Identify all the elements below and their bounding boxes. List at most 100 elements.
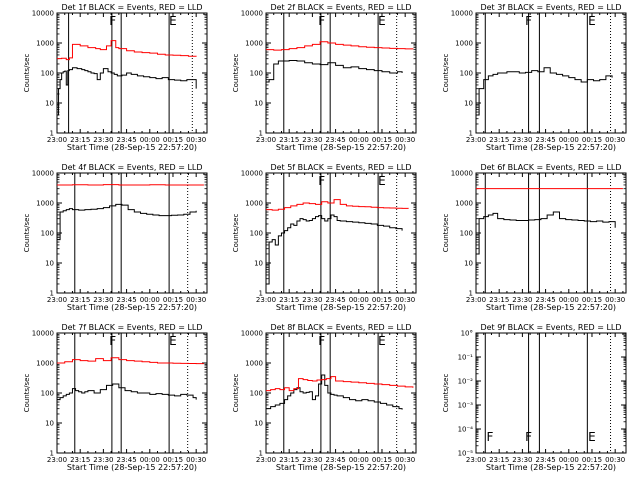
plot-title: Det 9f BLACK = Events, RED = LLD xyxy=(480,323,621,332)
x-tick-label: 00:30 xyxy=(395,136,415,144)
x-tick-label: 23:15 xyxy=(279,136,299,144)
x-tick-label: 00:00 xyxy=(559,136,579,144)
x-tick-label: 23:30 xyxy=(93,296,113,304)
x-tick-label: 23:15 xyxy=(489,296,509,304)
x-tick-label: 00:15 xyxy=(582,136,602,144)
y-tick-label: 100 xyxy=(41,390,54,398)
y-tick-label: 100 xyxy=(41,70,54,78)
y-tick-label: 10000 xyxy=(241,330,263,338)
x-tick-label: 23:45 xyxy=(325,136,345,144)
y-tick-label: 1 xyxy=(50,290,54,298)
plot-frame xyxy=(56,12,208,134)
x-tick-label: 23:15 xyxy=(70,456,90,464)
y-tick-label: 100 xyxy=(250,390,263,398)
events-series-line xyxy=(266,60,403,83)
y-tick-label: 10⁻⁵ xyxy=(458,450,474,458)
y-tick-label: 100 xyxy=(41,230,54,238)
x-tick-label: 23:45 xyxy=(535,456,555,464)
flag-marker: F xyxy=(109,334,116,348)
x-tick-label: 23:00 xyxy=(466,456,486,464)
plot-frame xyxy=(475,172,627,294)
y-tick-label: 10⁻³ xyxy=(458,402,474,410)
x-tick-label: 23:00 xyxy=(47,296,67,304)
flag-marker: E xyxy=(378,334,386,348)
y-tick-label: 1 xyxy=(259,450,263,458)
x-tick-label: 00:15 xyxy=(163,136,183,144)
x-tick-label: 00:00 xyxy=(559,456,579,464)
x-tick-label: 00:00 xyxy=(140,296,160,304)
flag-marker: E xyxy=(588,14,596,28)
x-tick-label: 00:30 xyxy=(605,456,625,464)
x-tick-label: 23:45 xyxy=(116,296,136,304)
x-tick-label: 00:30 xyxy=(395,296,415,304)
plot-title: Det 7f BLACK = Events, RED = LLD xyxy=(61,323,202,332)
plot-frame xyxy=(475,332,627,454)
y-tick-label: 100 xyxy=(250,70,263,78)
x-tick-label: 00:00 xyxy=(140,136,160,144)
x-tick-label: 00:15 xyxy=(582,296,602,304)
flag-marker: E xyxy=(378,14,386,28)
x-tick-label: 23:30 xyxy=(512,456,532,464)
flag-marker: F xyxy=(486,430,493,444)
x-tick-label: 23:00 xyxy=(256,456,276,464)
x-tick-label: 23:30 xyxy=(302,456,322,464)
y-tick-label: 10 xyxy=(45,100,54,108)
x-tick-label: 23:45 xyxy=(325,296,345,304)
x-tick-label: 00:00 xyxy=(349,136,369,144)
y-tick-label: 100 xyxy=(460,70,473,78)
y-tick-label: 1000 xyxy=(36,40,54,48)
x-tick-label: 23:15 xyxy=(279,456,299,464)
y-tick-label: 10⁻¹ xyxy=(458,354,474,362)
y-tick-label: 10 xyxy=(254,260,263,268)
y-tick-label: 10° xyxy=(461,330,473,338)
x-tick-label: 23:15 xyxy=(279,296,299,304)
x-tick-label: 00:30 xyxy=(186,296,206,304)
y-tick-label: 1000 xyxy=(36,360,54,368)
x-tick-label: 23:15 xyxy=(70,136,90,144)
events-series-line xyxy=(57,383,197,401)
y-tick-label: 10 xyxy=(464,100,473,108)
x-tick-label: 23:30 xyxy=(512,136,532,144)
y-axis-label: Counts/sec xyxy=(442,374,450,413)
y-tick-label: 1 xyxy=(469,290,473,298)
flag-marker: F xyxy=(318,174,325,188)
lld-series-line xyxy=(266,41,414,51)
events-series-line xyxy=(266,214,403,285)
detector-plot-9: Det 9f BLACK = Events, RED = LLD 23:00 23:… xyxy=(442,323,627,472)
x-tick-label: 00:15 xyxy=(163,296,183,304)
x-tick-label: 23:45 xyxy=(325,456,345,464)
y-tick-label: 10000 xyxy=(32,10,54,18)
flag-marker: F xyxy=(318,14,325,28)
x-tick-label: 23:30 xyxy=(93,136,113,144)
flag-marker: E xyxy=(588,430,596,444)
x-tick-label: 23:00 xyxy=(256,136,276,144)
y-axis-label: Counts/sec xyxy=(232,374,240,413)
flag-marker: E xyxy=(169,334,177,348)
x-tick-label: 23:45 xyxy=(535,296,555,304)
x-tick-label: 23:45 xyxy=(535,136,555,144)
x-tick-label: 23:00 xyxy=(466,296,486,304)
y-axis-label: Counts/sec xyxy=(23,54,31,93)
events-series-line xyxy=(476,67,613,116)
y-tick-label: 1 xyxy=(50,130,54,138)
y-tick-label: 1 xyxy=(50,450,54,458)
y-tick-label: 10 xyxy=(254,100,263,108)
x-tick-label: 00:15 xyxy=(372,296,392,304)
y-tick-label: 10 xyxy=(464,260,473,268)
plot-frame xyxy=(265,172,417,294)
x-tick-label: 23:00 xyxy=(466,136,486,144)
x-tick-label: 00:30 xyxy=(186,136,206,144)
flag-marker: E xyxy=(378,174,386,188)
y-tick-label: 1 xyxy=(469,130,473,138)
x-tick-label: 23:45 xyxy=(116,136,136,144)
y-tick-label: 1000 xyxy=(245,40,263,48)
y-tick-label: 1000 xyxy=(245,200,263,208)
y-axis-label: Counts/sec xyxy=(23,374,31,413)
